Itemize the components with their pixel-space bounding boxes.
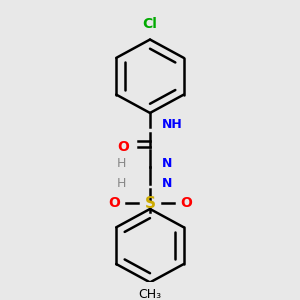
Text: S: S bbox=[145, 196, 155, 211]
Text: O: O bbox=[117, 140, 129, 154]
Text: N: N bbox=[162, 157, 172, 170]
Text: N: N bbox=[162, 177, 172, 190]
Text: H: H bbox=[117, 177, 126, 190]
Text: H: H bbox=[117, 157, 126, 170]
Text: NH: NH bbox=[162, 118, 183, 131]
Text: CH₃: CH₃ bbox=[138, 288, 162, 300]
Text: Cl: Cl bbox=[142, 17, 158, 31]
Text: O: O bbox=[180, 196, 192, 210]
Text: O: O bbox=[108, 196, 120, 210]
